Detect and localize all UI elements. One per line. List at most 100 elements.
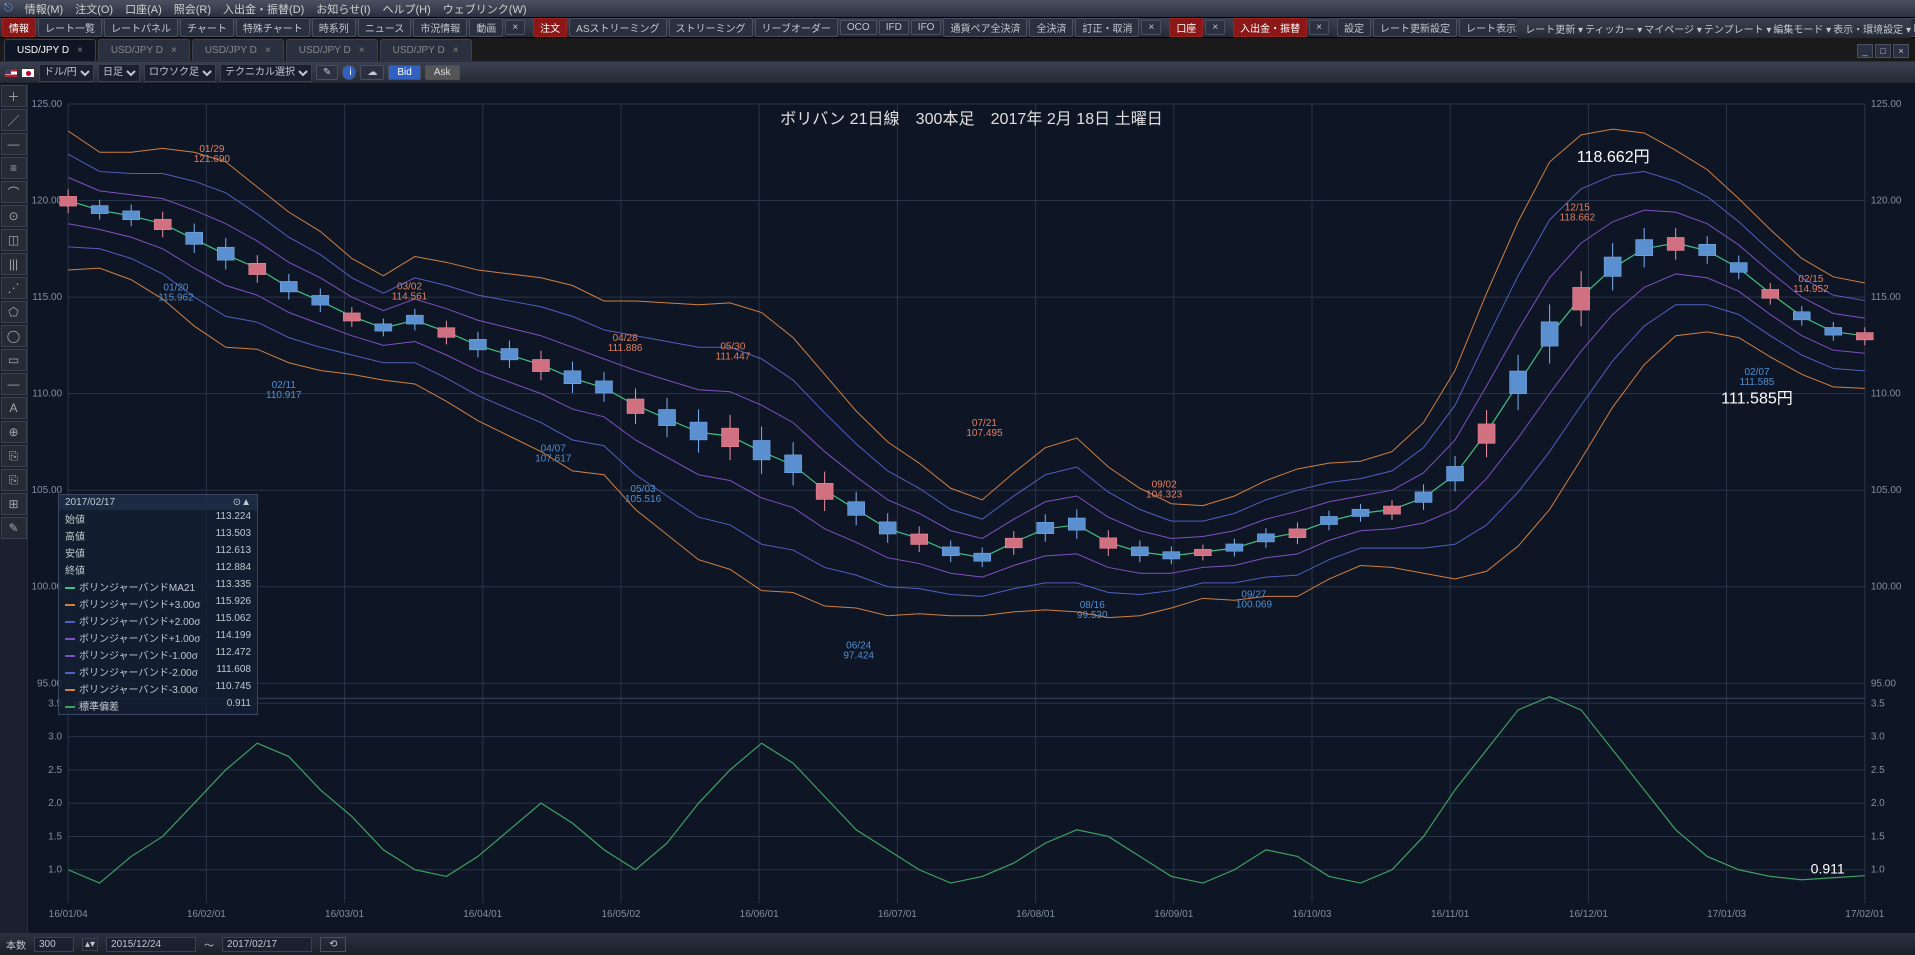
menu-item[interactable]: ヘルプ(H) bbox=[383, 1, 431, 17]
ask-button[interactable]: Ask bbox=[425, 65, 460, 80]
tab-close-icon[interactable]: × bbox=[171, 45, 177, 56]
close-icon[interactable]: × bbox=[1893, 44, 1909, 58]
cloud-icon[interactable]: ☁ bbox=[360, 65, 384, 80]
draw-tool[interactable]: ＋ bbox=[1, 85, 27, 107]
ohlc-data-panel[interactable]: 2017/02/17⊙▲ 始値113.224高値113.503安値112.613… bbox=[58, 494, 258, 715]
draw-tool[interactable]: ⊙ bbox=[1, 205, 27, 227]
chart-area[interactable]: 95.0095.00100.00100.00105.00105.00110.00… bbox=[28, 84, 1915, 933]
toolbar-button[interactable]: 編集モード ▾ bbox=[1773, 21, 1831, 36]
date-to-input[interactable] bbox=[222, 937, 312, 952]
bottom-bar: 本数 ▴▾ ～ ⟲ bbox=[0, 933, 1915, 955]
svg-text:17/01/03: 17/01/03 bbox=[1707, 909, 1746, 920]
tab-close-icon[interactable]: × bbox=[359, 45, 365, 56]
menu-item[interactable]: 情報(M) bbox=[25, 1, 64, 17]
draw-tool[interactable]: ◫ bbox=[1, 229, 27, 251]
chart-tab[interactable]: USD/JPY D× bbox=[286, 39, 378, 61]
menu-item[interactable]: 入出金・振替(D) bbox=[223, 1, 304, 17]
date-from-input[interactable] bbox=[106, 937, 196, 952]
svg-text:115.962: 115.962 bbox=[158, 292, 194, 303]
menu-item[interactable]: 注文(O) bbox=[75, 1, 113, 17]
toolbar-button[interactable]: 表示・環境設定 ▾ bbox=[1833, 21, 1911, 36]
tab-bar: USD/JPY D×USD/JPY D×USD/JPY D×USD/JPY D×… bbox=[0, 38, 1915, 62]
chart-tab[interactable]: USD/JPY D× bbox=[380, 39, 472, 61]
draw-tool[interactable]: ／ bbox=[1, 109, 27, 131]
tab-close-icon[interactable]: × bbox=[265, 45, 271, 56]
menu-item[interactable]: 照会(R) bbox=[174, 1, 211, 17]
draw-tool[interactable]: A bbox=[1, 397, 27, 419]
toolbar-button[interactable]: 設定 bbox=[1337, 18, 1371, 37]
draw-tool[interactable]: ≡ bbox=[1, 157, 27, 179]
draw-tool[interactable]: ▭ bbox=[1, 349, 27, 371]
draw-tool[interactable]: ✎ bbox=[1, 517, 27, 539]
toolbar-button[interactable]: ストリーミング bbox=[669, 18, 753, 37]
toolbar-button[interactable]: レート更新設定 bbox=[1373, 18, 1457, 37]
svg-text:16/07/01: 16/07/01 bbox=[878, 909, 917, 920]
maximize-icon[interactable]: □ bbox=[1875, 44, 1891, 58]
toolbar-button[interactable]: IFD bbox=[879, 20, 909, 35]
toolbar-button[interactable]: ティッカー ▾ bbox=[1585, 21, 1642, 36]
count-input[interactable] bbox=[34, 937, 74, 952]
toolbar-button[interactable]: 全決済 bbox=[1029, 18, 1073, 37]
toolbar-button[interactable]: チャート bbox=[180, 18, 234, 37]
databox-toggle-icon[interactable]: ⊙▲ bbox=[233, 497, 251, 508]
draw-tool[interactable]: ⋰ bbox=[1, 277, 27, 299]
toolbar-close-icon[interactable]: × bbox=[505, 20, 525, 35]
bid-button[interactable]: Bid bbox=[388, 65, 420, 80]
minimize-icon[interactable]: _ bbox=[1857, 44, 1873, 58]
toolbar-button[interactable]: ニュース bbox=[358, 18, 412, 37]
toolbar-section-label[interactable]: 注文 bbox=[533, 18, 567, 37]
menu-item[interactable]: お知らせ(I) bbox=[316, 1, 370, 17]
toolbar-section-label[interactable]: 口座 bbox=[1169, 18, 1203, 37]
toolbar-button[interactable]: レート一覧 bbox=[38, 18, 102, 37]
toolbar-button[interactable]: レートパネル bbox=[104, 18, 178, 37]
menu-item[interactable]: ウェブリンク(W) bbox=[443, 1, 527, 17]
draw-tool[interactable]: — bbox=[1, 373, 27, 395]
technical-select[interactable]: テクニカル選択 bbox=[220, 64, 312, 82]
toolbar-button[interactable]: テンプレート ▾ bbox=[1704, 21, 1772, 36]
toolbar-button[interactable]: マイページ ▾ bbox=[1644, 21, 1702, 36]
toolbar-button[interactable]: ASストリーミング bbox=[569, 18, 666, 37]
chart-tab[interactable]: USD/JPY D× bbox=[98, 39, 190, 61]
toolbar-section-label[interactable]: 情報 bbox=[2, 18, 36, 37]
toolbar-button[interactable]: 市況情報 bbox=[413, 18, 467, 37]
chart-tab[interactable]: USD/JPY D× bbox=[4, 39, 96, 61]
timeframe-select[interactable]: 日足 bbox=[98, 64, 140, 82]
toolbar-close-icon[interactable]: × bbox=[1309, 20, 1329, 35]
toolbar-close-icon[interactable]: × bbox=[1141, 20, 1161, 35]
toolbar-button[interactable]: 通貨ペア全決済 bbox=[943, 18, 1027, 37]
candle-type-select[interactable]: ロウソク足 bbox=[144, 64, 216, 82]
toolbar-button[interactable]: 動画 bbox=[469, 18, 503, 37]
draw-tool[interactable]: — bbox=[1, 133, 27, 155]
reload-icon[interactable]: ⟲ bbox=[320, 937, 346, 952]
toolbar-button[interactable]: リーブオーダー bbox=[755, 18, 838, 37]
draw-tool[interactable]: ◯ bbox=[1, 325, 27, 347]
menu-item[interactable]: 口座(A) bbox=[125, 1, 162, 17]
draw-tool[interactable]: ||| bbox=[1, 253, 27, 275]
info-icon[interactable]: i bbox=[342, 65, 356, 80]
toolbar-button[interactable]: 特殊チャート bbox=[236, 18, 310, 37]
toolbar-close-icon[interactable]: × bbox=[1205, 20, 1225, 35]
count-stepper[interactable]: ▴▾ bbox=[82, 938, 98, 951]
svg-text:1.5: 1.5 bbox=[48, 831, 62, 842]
toolbar-button[interactable]: IFO bbox=[911, 20, 942, 35]
toolbar-section-label[interactable]: 入出金・振替 bbox=[1233, 18, 1307, 37]
chart-toolbar: ドル/円 日足 ロウソク足 テクニカル選択 ✎ i ☁ Bid Ask bbox=[0, 62, 1915, 84]
draw-tool[interactable]: ⎘ bbox=[1, 469, 27, 491]
draw-tool[interactable]: ⊞ bbox=[1, 493, 27, 515]
toolbar-button[interactable]: 訂正・取消 bbox=[1075, 18, 1139, 37]
toolbar-button[interactable]: OCO bbox=[840, 20, 877, 35]
tab-close-icon[interactable]: × bbox=[77, 45, 83, 56]
draw-tool[interactable]: ⎘ bbox=[1, 445, 27, 467]
toolbar-button[interactable]: 時系列 bbox=[312, 18, 356, 37]
tab-close-icon[interactable]: × bbox=[453, 45, 459, 56]
draw-tool[interactable]: ⊕ bbox=[1, 421, 27, 443]
app-icon[interactable]: ⎋ bbox=[4, 2, 13, 15]
chart-tab[interactable]: USD/JPY D× bbox=[192, 39, 284, 61]
pair-select[interactable]: ドル/円 bbox=[39, 64, 94, 82]
svg-text:111.447: 111.447 bbox=[716, 352, 751, 363]
draw-tool[interactable]: ⌒ bbox=[1, 181, 27, 203]
draw-tool[interactable]: ⬠ bbox=[1, 301, 27, 323]
pencil-icon[interactable]: ✎ bbox=[316, 65, 338, 80]
toolbar-button[interactable]: レート更新 ▾ bbox=[1525, 21, 1583, 36]
svg-text:115.00: 115.00 bbox=[32, 292, 62, 303]
